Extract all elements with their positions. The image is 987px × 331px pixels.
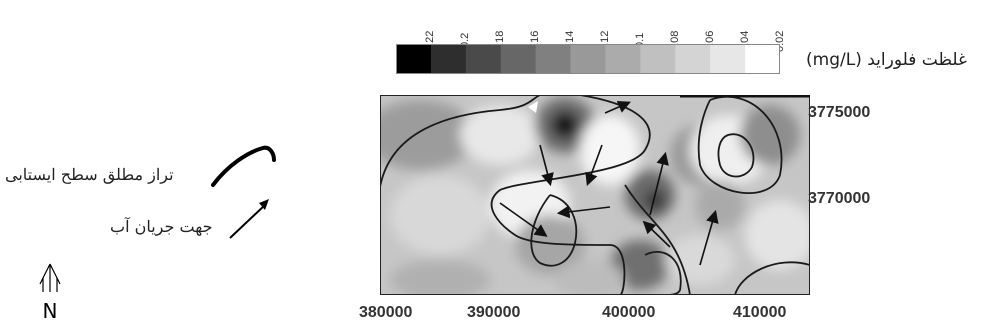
- colorbar-cell: [710, 44, 746, 74]
- colorbar-cell: [535, 44, 572, 74]
- colorbar-cell: [605, 44, 641, 74]
- flow-direction-label: جهت جریان آب: [110, 217, 213, 236]
- north-label: N: [43, 299, 58, 322]
- colorbar-cell: [570, 44, 606, 74]
- flow-arrow-white: [528, 101, 538, 113]
- colorbar-title: غلظت فلوراید (mg/L): [806, 50, 967, 70]
- x-tick-390000: 390000: [467, 304, 521, 321]
- fluoride-map: [380, 95, 810, 295]
- colorbar-cell: [745, 44, 780, 74]
- colorbar-cell: [430, 44, 467, 74]
- x-tick-400000: 400000: [602, 304, 656, 321]
- colorbar-cell: [640, 44, 676, 74]
- contour-symbol-icon: [211, 145, 276, 187]
- colorbar-cell: [500, 44, 537, 74]
- x-tick-410000: 410000: [733, 304, 787, 321]
- flow-arrows: [499, 100, 719, 266]
- concentration-surface: [380, 95, 810, 295]
- y-tick-3775000: 3775000: [808, 104, 871, 121]
- colorbar-cell: [675, 44, 711, 74]
- water-table-label: تراز مطلق سطح ایستابی: [5, 165, 174, 184]
- water-table-contours: [380, 95, 810, 295]
- x-tick-380000: 380000: [359, 304, 413, 321]
- flow-arrow-symbol-icon: [229, 199, 269, 239]
- fluoride-colorbar: [396, 44, 780, 74]
- colorbar-cell: [465, 44, 502, 74]
- north-arrow-icon: N: [39, 263, 61, 322]
- y-tick-3770000: 3770000: [808, 190, 871, 207]
- colorbar-cell: [396, 44, 432, 74]
